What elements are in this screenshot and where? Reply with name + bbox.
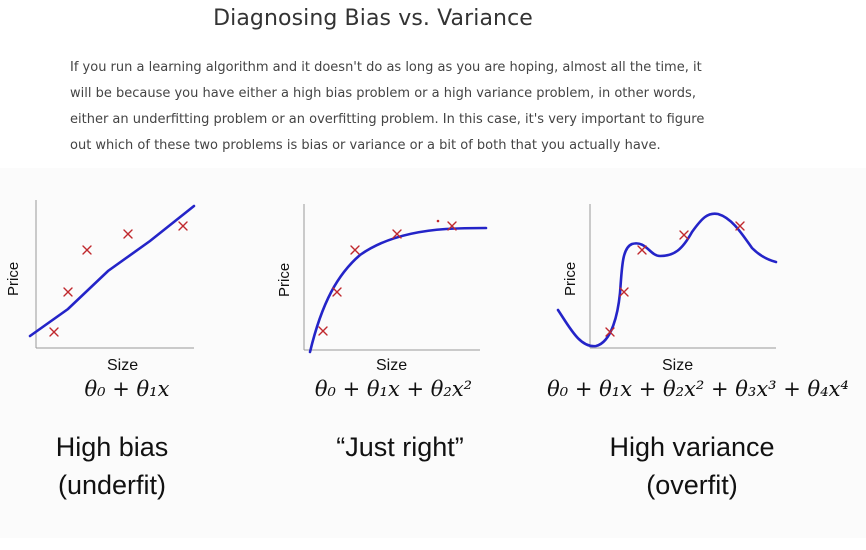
data-point xyxy=(318,326,328,336)
intro-line: either an underfitting problem or an ove… xyxy=(70,112,705,127)
data-markers xyxy=(605,221,745,337)
caption-line: High variance xyxy=(609,432,775,462)
x-axis-label: Size xyxy=(662,357,694,374)
plot-just-right xyxy=(303,204,488,354)
data-point xyxy=(447,221,457,231)
intro-paragraph: If you run a learning algorithm and it d… xyxy=(70,55,710,159)
caption-just-right: “Just right” xyxy=(300,428,500,466)
caption-high-bias: High bias (underfit) xyxy=(30,428,194,504)
data-markers xyxy=(49,221,188,337)
caption-line: “Just right” xyxy=(336,432,464,462)
data-point xyxy=(350,245,360,255)
data-point xyxy=(49,327,59,337)
caption-line: (underfit) xyxy=(57,470,167,500)
intro-line: out which of these two problems is bias … xyxy=(70,138,661,153)
fit-curve xyxy=(308,226,488,354)
page-title: Diagnosing Bias vs. Variance xyxy=(213,6,533,31)
x-axis-label: Size xyxy=(376,357,408,374)
hypothesis-formula: θ₀ + θ₁x xyxy=(84,377,170,401)
data-point xyxy=(619,287,629,297)
fit-curve xyxy=(556,212,778,348)
plot-high-variance xyxy=(556,204,778,349)
data-point xyxy=(735,221,745,231)
data-point xyxy=(332,287,342,297)
caption-line: (overfit) xyxy=(646,470,738,500)
data-point xyxy=(178,221,188,231)
fit-curve xyxy=(28,204,196,338)
data-point xyxy=(392,229,402,239)
y-axis-label: Price xyxy=(562,261,579,296)
hypothesis-formula: θ₀ + θ₁x + θ₂x² + θ₃x³ + θ₄x⁴ xyxy=(547,377,849,401)
y-axis-label: Price xyxy=(5,261,22,296)
data-point xyxy=(679,230,689,240)
intro-line: will be because you have either a high b… xyxy=(70,86,696,101)
hypothesis-formula: θ₀ + θ₁x + θ₂x² xyxy=(314,377,473,401)
y-axis-label: Price xyxy=(276,262,293,297)
data-point xyxy=(637,245,647,255)
marker-dot xyxy=(436,219,440,223)
x-axis-label: Size xyxy=(107,357,139,374)
data-point xyxy=(82,245,92,255)
caption-high-variance: High variance (overfit) xyxy=(592,428,792,504)
plot-high-bias xyxy=(28,200,196,349)
caption-line: High bias xyxy=(55,432,169,462)
intro-line: If you run a learning algorithm and it d… xyxy=(70,60,702,75)
data-point xyxy=(123,229,133,239)
data-point xyxy=(605,327,615,337)
data-markers xyxy=(318,221,457,336)
data-point xyxy=(63,287,73,297)
